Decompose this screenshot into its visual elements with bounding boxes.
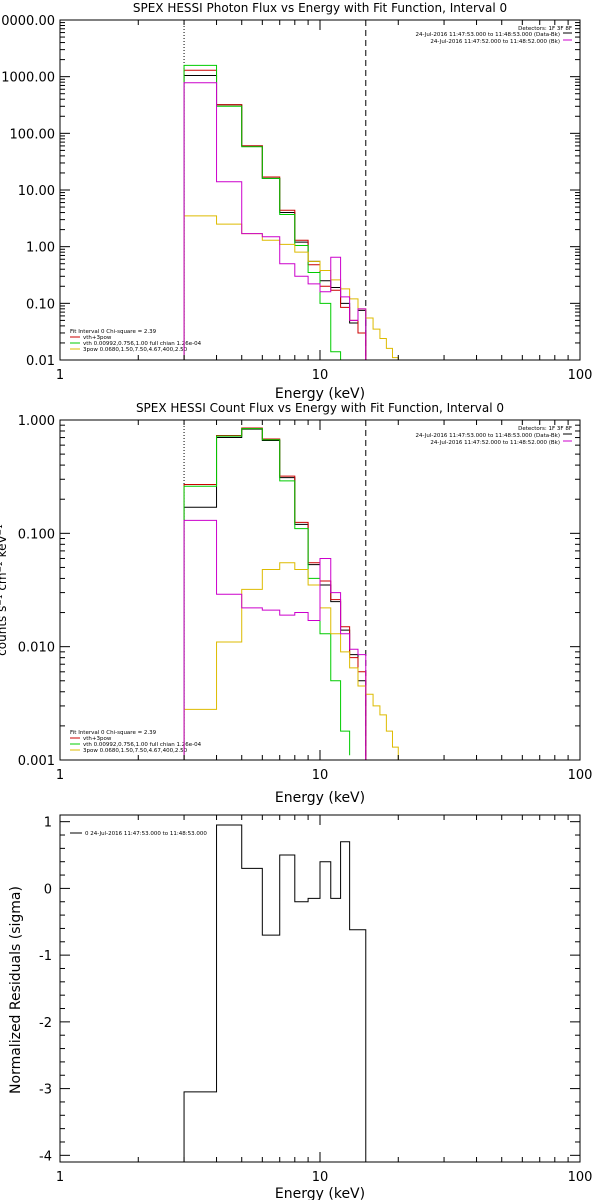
y-tick-label: -3 — [39, 1083, 52, 1098]
y-tick-label: 1.00 — [26, 241, 55, 256]
y-axis-label: counts s⁻¹ cm⁻² keV⁻¹ — [0, 524, 9, 656]
residuals-panel: Energy (keV) Normalized Residuals (sigma… — [8, 814, 593, 1200]
x-tick-label: 100 — [568, 368, 593, 383]
series-data-bk — [183, 428, 367, 760]
legend-top: Detectors: 1F 3F 8F 24-Jul-2016 11:47:53… — [416, 426, 572, 446]
x-tick-label: 100 — [568, 768, 593, 783]
x-tick-label: 10 — [312, 368, 329, 383]
y-axis-label: Normalized Residuals (sigma) — [8, 886, 24, 1094]
plot-area — [183, 427, 399, 760]
series-bk — [183, 519, 367, 760]
count-flux-panel: SPEX HESSI Count Flux vs Energy with Fit… — [0, 401, 592, 806]
photon-flux-panel: SPEX HESSI Photon Flux vs Energy with Fi… — [1, 1, 592, 402]
y-tick-label: 10.00 — [18, 184, 55, 199]
series-0 — [183, 824, 367, 1162]
legend-header: Fit Interval 0 Chi-square = 2.39 — [70, 730, 157, 736]
x-axis-label: Energy (keV) — [275, 386, 365, 402]
series-data-bk — [183, 74, 367, 360]
y-tick-label: 0.100 — [18, 527, 55, 542]
y-tick-label: 1.000 — [18, 414, 55, 429]
x-tick-label: 10 — [312, 1170, 329, 1185]
y-tick-label: 0.010 — [18, 641, 55, 656]
x-axis-label: Energy (keV) — [275, 790, 365, 806]
legend-entry: 24-Jul-2016 11:47:53.000 to 11:48:53.000… — [416, 433, 561, 439]
x-tick-label: 100 — [568, 1170, 593, 1185]
y-tick-label: 0.01 — [26, 354, 55, 369]
legend-entry: 24-Jul-2016 11:47:52.000 to 11:48:52.000… — [430, 440, 560, 446]
series-vth — [183, 64, 342, 360]
y-tick-label: -1 — [39, 949, 52, 964]
legend-entry: 3pow 0.0680,1.50,7.50,4.67,400,2.50 — [83, 748, 188, 754]
y-tick-label: -2 — [39, 1016, 52, 1031]
legend-entry: vth+3pow — [83, 335, 112, 341]
x-tick-label: 1 — [56, 368, 64, 383]
legend-entry: 3pow 0.0680,1.50,7.50,4.67,400,2.50 — [83, 347, 188, 353]
y-tick-label: 0 — [44, 882, 52, 897]
legend-entry: 0 24-Jul-2016 11:47:53.000 to 11:48:53.0… — [85, 831, 207, 837]
legend-top: 0 24-Jul-2016 11:47:53.000 to 11:48:53.0… — [70, 831, 207, 837]
series-3pow — [183, 562, 399, 760]
series-bk — [183, 82, 367, 360]
series-total-fit — [183, 69, 367, 360]
x-axis-label: Energy (keV) — [275, 1186, 365, 1200]
panel-title: SPEX HESSI Count Flux vs Energy with Fit… — [136, 401, 504, 415]
x-tick-label: 10 — [312, 768, 329, 783]
legend-bottom: Fit Interval 0 Chi-square = 2.39 vth+3po… — [70, 329, 202, 353]
y-tick-label: -4 — [39, 1149, 52, 1164]
legend-entry: vth 0.00992,0.756,1.00 full chian 1.26e-… — [83, 341, 202, 347]
legend-entry: 24-Jul-2016 11:47:53.000 to 11:48:53.000… — [416, 32, 561, 38]
series-total-fit — [183, 427, 367, 760]
y-tick-label: 100.00 — [10, 127, 56, 142]
x-tick-label: 1 — [56, 768, 64, 783]
legend-entry: 24-Jul-2016 11:47:52.000 to 11:48:52.000… — [430, 39, 560, 45]
y-tick-label: 0000.00 — [1, 14, 55, 29]
y-tick-label: 0.001 — [18, 754, 55, 769]
y-tick-label: 1000.00 — [1, 71, 55, 86]
plot-frame — [59, 19, 581, 361]
panel-title: SPEX HESSI Photon Flux vs Energy with Fi… — [133, 1, 507, 15]
legend-header: Detectors: 1F 3F 8F — [518, 26, 572, 32]
y-tick-label: 0.10 — [26, 297, 55, 312]
legend-header: Detectors: 1F 3F 8F — [518, 426, 572, 432]
series-vth — [183, 428, 351, 760]
legend-top: Detectors: 1F 3F 8F 24-Jul-2016 11:47:53… — [416, 26, 572, 45]
legend-bottom: Fit Interval 0 Chi-square = 2.39 vth+3po… — [70, 730, 202, 754]
legend-entry: vth 0.00992,0.756,1.00 full chian 1.26e-… — [83, 742, 202, 748]
y-tick-label: 1 — [44, 816, 52, 831]
legend-header: Fit Interval 0 Chi-square = 2.39 — [70, 329, 157, 335]
plot-area — [183, 64, 399, 360]
x-tick-label: 1 — [56, 1170, 64, 1185]
plot-area — [183, 824, 367, 1162]
legend-entry: vth+3pow — [83, 736, 112, 742]
